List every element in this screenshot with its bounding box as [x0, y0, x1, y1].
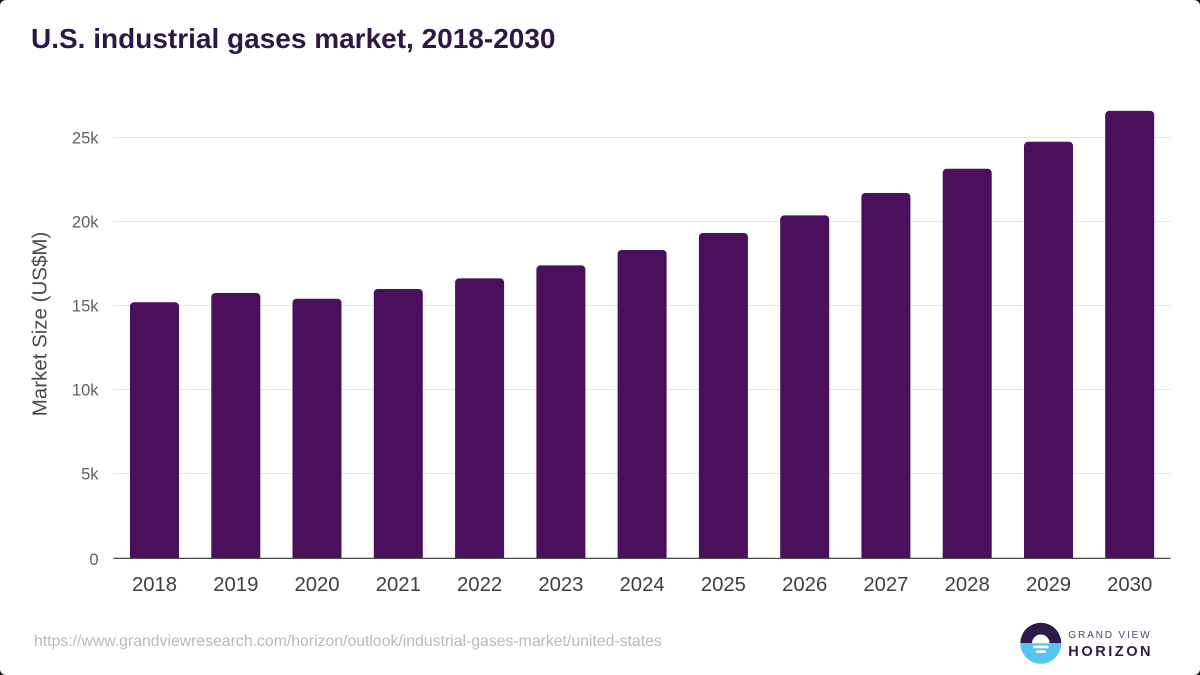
svg-text:20k: 20k — [72, 214, 99, 232]
svg-text:2020: 2020 — [294, 574, 339, 596]
svg-text:2021: 2021 — [376, 574, 421, 596]
svg-text:https://www.grandviewresearch.: https://www.grandviewresearch.com/horizo… — [34, 633, 662, 650]
svg-text:2027: 2027 — [863, 574, 908, 596]
svg-text:2023: 2023 — [538, 574, 583, 596]
svg-text:15k: 15k — [72, 298, 99, 316]
svg-text:Market Size (US$M): Market Size (US$M) — [29, 232, 52, 417]
svg-text:GRAND VIEW: GRAND VIEW — [1068, 630, 1151, 641]
svg-text:2024: 2024 — [620, 574, 665, 596]
svg-text:2025: 2025 — [701, 574, 746, 596]
svg-text:2019: 2019 — [213, 574, 258, 596]
svg-text:2028: 2028 — [945, 574, 990, 596]
svg-text:HORIZON: HORIZON — [1068, 644, 1153, 660]
svg-text:U.S. industrial gases market,: U.S. industrial gases market, 2018-2030 — [31, 23, 556, 54]
svg-text:5k: 5k — [81, 466, 99, 484]
svg-text:2022: 2022 — [457, 574, 502, 596]
svg-text:2026: 2026 — [782, 574, 827, 596]
svg-text:2018: 2018 — [132, 574, 177, 596]
svg-text:25k: 25k — [72, 130, 99, 148]
svg-text:2030: 2030 — [1107, 574, 1152, 596]
svg-text:2029: 2029 — [1026, 574, 1071, 596]
svg-text:0: 0 — [89, 551, 98, 569]
svg-text:10k: 10k — [72, 382, 99, 400]
